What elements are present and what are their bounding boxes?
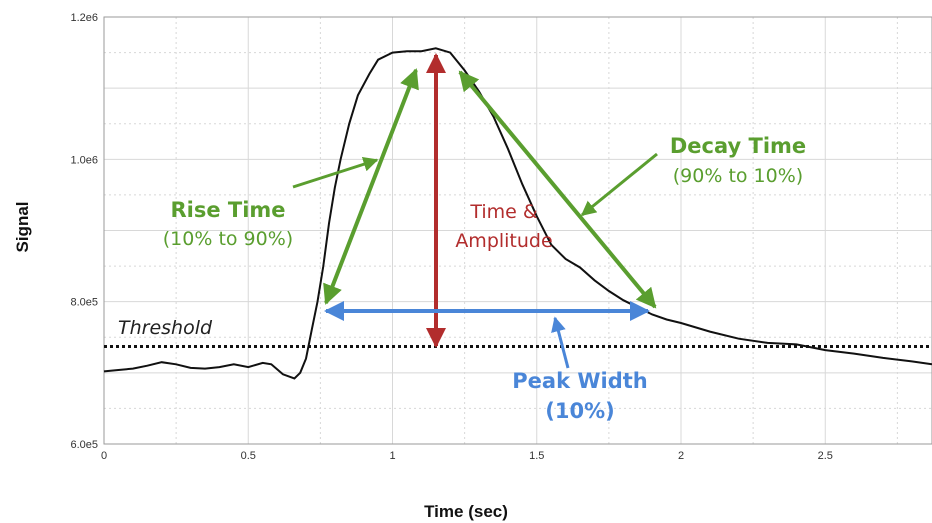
decay-time-arrow: [458, 70, 657, 309]
decay-pointer-arrow: [580, 152, 658, 217]
threshold-label: Threshold: [118, 317, 213, 339]
x-tick-label: 2.5: [818, 450, 833, 462]
rise-time-title: Rise Time: [170, 198, 285, 222]
rise-time-arrow: [323, 68, 419, 305]
peak-width-subtitle: (10%): [545, 399, 614, 423]
amplitude-label-line2: Amplitude: [455, 230, 552, 252]
plot-frame: [103, 16, 932, 445]
rise-time-subtitle: (10% to 90%): [163, 228, 293, 250]
y-tick-label: 8.0e5: [70, 297, 98, 309]
y-axis-title: Signal: [13, 201, 32, 252]
decay-time-title: Decay Time: [670, 134, 806, 158]
x-axis-title: Time (sec): [424, 502, 508, 521]
rise-pointer-arrow: [292, 156, 379, 189]
x-tick-labels: 0 0.5 1 1.5 2 2.5: [101, 450, 833, 462]
amplitude-label-line1: Time &: [469, 201, 538, 223]
peak-width-pointer-arrow: [551, 316, 570, 369]
x-tick-label: 1: [389, 450, 395, 462]
y-tick-label: 6.0e5: [70, 439, 98, 451]
y-tick-label: 1.0e6: [70, 154, 98, 166]
x-tick-label: 2: [678, 450, 684, 462]
decay-time-subtitle: (90% to 10%): [673, 165, 803, 187]
peak-width-title: Peak Width: [512, 369, 647, 393]
signal-series-line: [103, 47, 932, 380]
y-tick-label: 1.2e6: [70, 12, 98, 24]
x-tick-label: 0: [101, 450, 107, 462]
y-tick-labels: 6.0e5 8.0e5 1.0e6 1.2e6: [70, 12, 98, 451]
x-tick-label: 0.5: [241, 450, 256, 462]
x-tick-label: 1.5: [529, 450, 544, 462]
